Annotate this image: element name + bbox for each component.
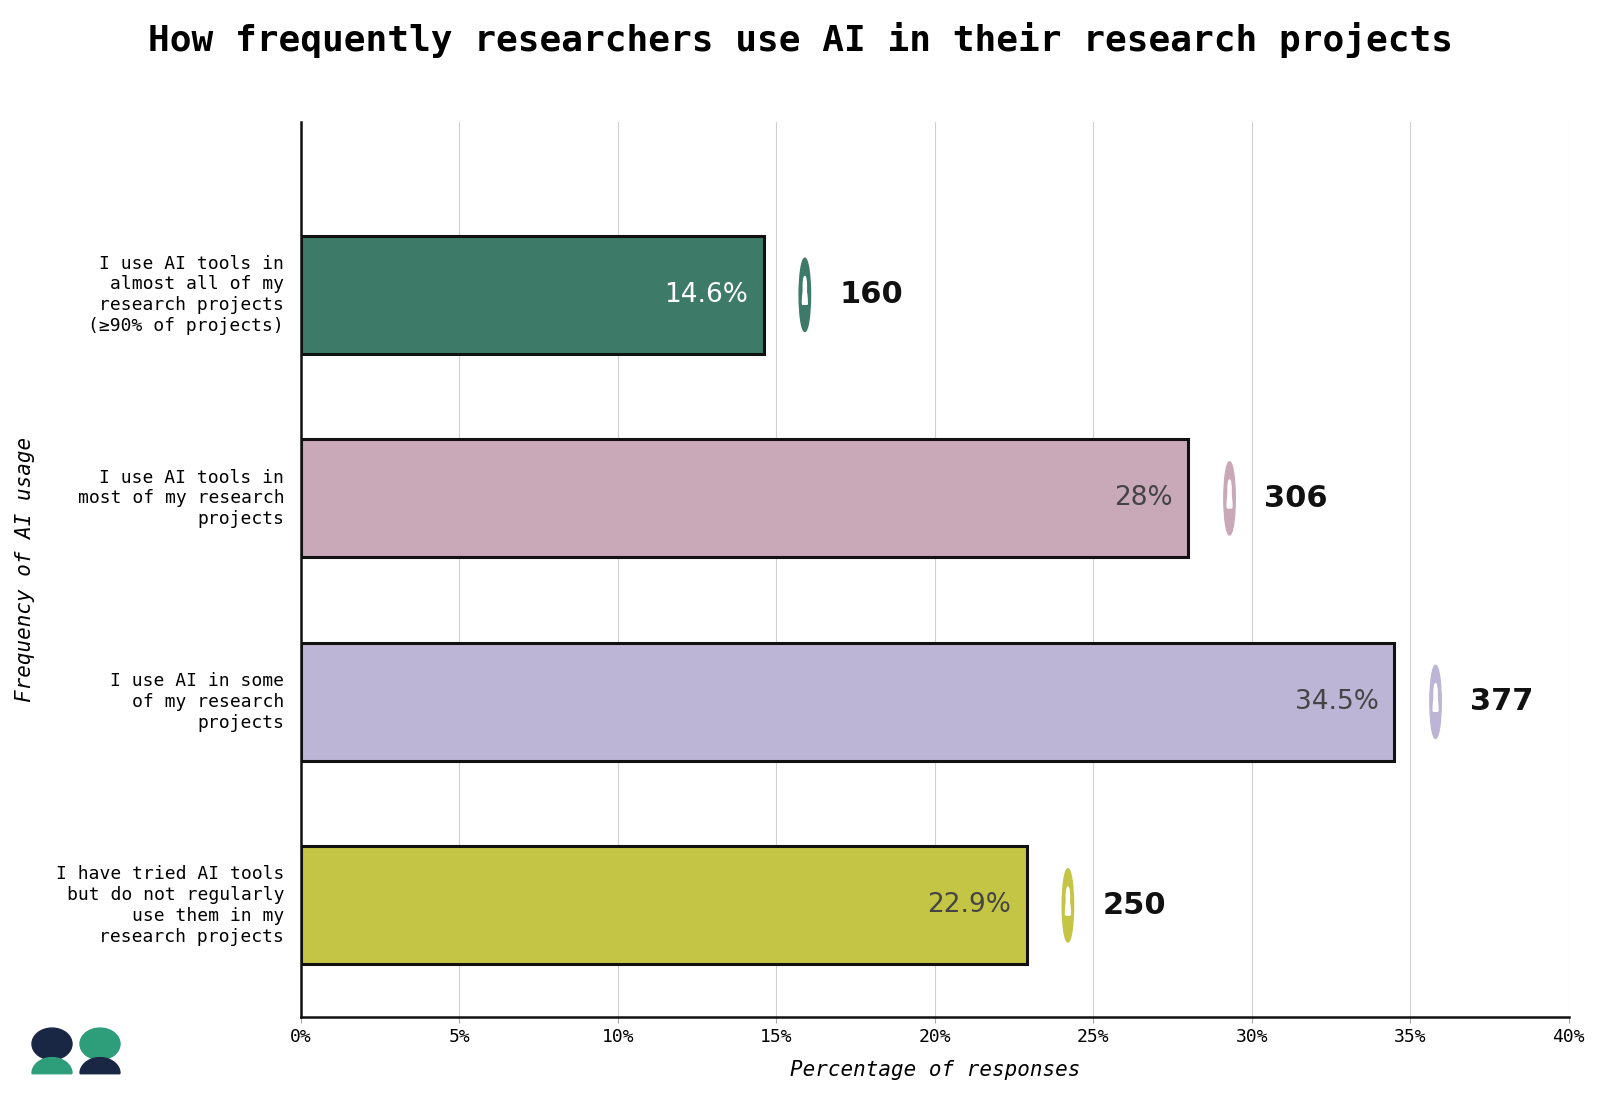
Circle shape: [32, 1028, 72, 1060]
Text: 14.6%: 14.6%: [664, 281, 747, 308]
Text: 306: 306: [1264, 484, 1328, 513]
Bar: [301, 439, 1189, 557]
Text: 160: 160: [840, 280, 904, 309]
X-axis label: Percentage of responses: Percentage of responses: [789, 1060, 1080, 1080]
Polygon shape: [1066, 899, 1070, 915]
Bar: [301, 236, 763, 354]
Polygon shape: [80, 1058, 120, 1073]
Polygon shape: [803, 288, 808, 304]
Text: 22.9%: 22.9%: [926, 892, 1011, 918]
Y-axis label: Frequency of AI usage: Frequency of AI usage: [14, 437, 35, 703]
Circle shape: [1066, 887, 1069, 908]
Polygon shape: [32, 1058, 72, 1073]
Circle shape: [798, 258, 811, 332]
Circle shape: [1062, 869, 1074, 942]
Circle shape: [1227, 480, 1230, 500]
Bar: [301, 847, 1027, 964]
Polygon shape: [1434, 696, 1438, 712]
Text: 28%: 28%: [1114, 486, 1173, 512]
Circle shape: [803, 277, 806, 297]
Circle shape: [1430, 666, 1442, 738]
Circle shape: [1434, 684, 1437, 704]
Text: How frequently researchers use AI in their research projects: How frequently researchers use AI in the…: [147, 22, 1453, 58]
Text: 377: 377: [1470, 687, 1534, 716]
Polygon shape: [1227, 493, 1232, 507]
Circle shape: [1224, 461, 1235, 535]
Circle shape: [80, 1028, 120, 1060]
Bar: [301, 643, 1394, 761]
Text: 34.5%: 34.5%: [1294, 689, 1379, 715]
Text: 250: 250: [1102, 891, 1166, 920]
